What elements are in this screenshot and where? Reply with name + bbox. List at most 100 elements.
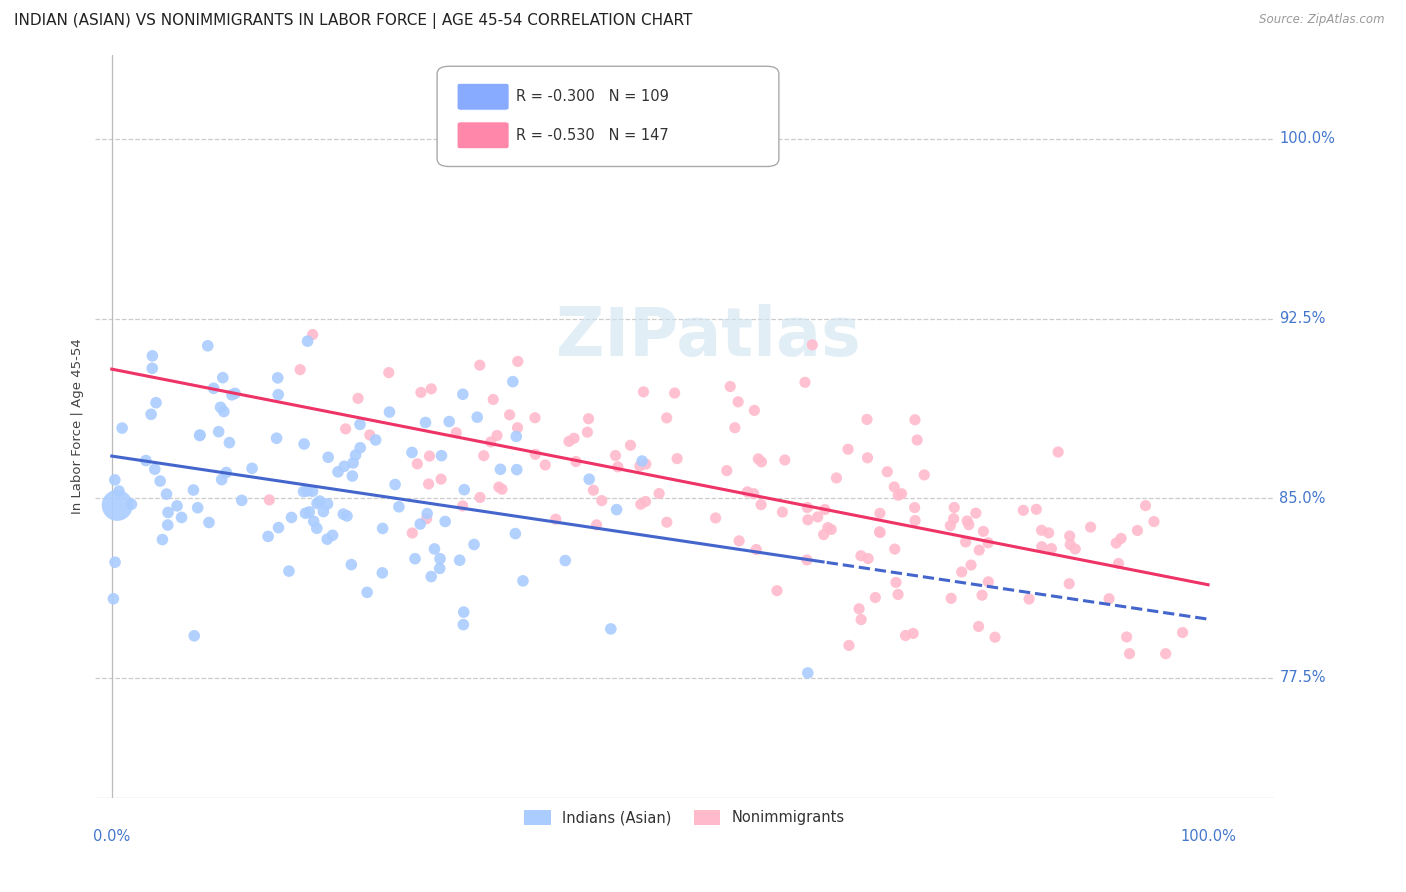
- Point: [869, 506, 891, 520]
- Point: [869, 525, 891, 540]
- Point: [288, 362, 311, 376]
- Point: [404, 551, 426, 566]
- Point: [221, 388, 243, 402]
- Point: [718, 379, 741, 393]
- Point: [429, 561, 451, 575]
- Point: [1080, 520, 1102, 534]
- Point: [479, 434, 502, 449]
- Point: [502, 375, 524, 389]
- Point: [796, 553, 818, 567]
- Point: [506, 463, 529, 477]
- Text: 92.5%: 92.5%: [1279, 311, 1326, 326]
- Point: [472, 449, 495, 463]
- Point: [294, 506, 316, 520]
- Point: [434, 515, 457, 529]
- Point: [208, 425, 231, 439]
- Point: [578, 472, 600, 486]
- Point: [453, 617, 475, 632]
- Point: [430, 449, 453, 463]
- Point: [1047, 445, 1070, 459]
- Point: [378, 405, 401, 419]
- Point: [267, 387, 290, 401]
- Text: ZIPatlas: ZIPatlas: [555, 304, 860, 370]
- Point: [135, 453, 157, 467]
- Point: [1143, 515, 1166, 529]
- Point: [605, 449, 627, 463]
- Point: [648, 486, 671, 500]
- Point: [305, 521, 328, 535]
- Point: [1109, 532, 1132, 546]
- Point: [977, 536, 1000, 550]
- Point: [887, 587, 910, 601]
- Point: [451, 387, 474, 401]
- Point: [401, 445, 423, 459]
- Point: [139, 407, 162, 421]
- Point: [198, 516, 221, 530]
- Point: [970, 588, 993, 602]
- Point: [655, 411, 678, 425]
- Point: [1105, 536, 1128, 550]
- Point: [578, 411, 600, 425]
- FancyBboxPatch shape: [437, 66, 779, 167]
- Point: [297, 483, 319, 498]
- Point: [582, 483, 605, 498]
- Point: [418, 477, 440, 491]
- Point: [943, 500, 966, 515]
- Point: [801, 338, 824, 352]
- Point: [1126, 524, 1149, 538]
- Point: [960, 558, 983, 572]
- Point: [939, 518, 962, 533]
- Point: [491, 482, 513, 496]
- Point: [218, 435, 240, 450]
- Point: [728, 533, 751, 548]
- Point: [890, 487, 912, 501]
- Text: R = -0.530   N = 147: R = -0.530 N = 147: [516, 128, 669, 143]
- Point: [820, 523, 842, 537]
- Point: [409, 516, 432, 531]
- Point: [856, 551, 879, 566]
- Point: [1098, 591, 1121, 606]
- Point: [292, 484, 315, 499]
- Point: [984, 630, 1007, 644]
- Point: [344, 448, 367, 462]
- Text: 0.0%: 0.0%: [93, 829, 131, 844]
- Point: [576, 425, 599, 440]
- Point: [747, 451, 769, 466]
- Point: [342, 456, 364, 470]
- Point: [837, 442, 859, 457]
- Point: [108, 484, 131, 499]
- Point: [152, 533, 174, 547]
- Point: [939, 591, 962, 606]
- Point: [104, 555, 127, 569]
- Point: [955, 535, 977, 549]
- Point: [277, 564, 299, 578]
- Point: [145, 395, 167, 409]
- Point: [1040, 541, 1063, 556]
- Point: [301, 327, 323, 342]
- Point: [813, 527, 835, 541]
- Text: INDIAN (ASIAN) VS NONIMMIGRANTS IN LABOR FORCE | AGE 45-54 CORRELATION CHART: INDIAN (ASIAN) VS NONIMMIGRANTS IN LABOR…: [14, 13, 692, 29]
- Point: [655, 515, 678, 529]
- Point: [1025, 502, 1047, 516]
- Point: [1031, 524, 1053, 538]
- Text: 100.0%: 100.0%: [1180, 829, 1236, 844]
- Point: [415, 416, 437, 430]
- Point: [444, 425, 467, 440]
- Point: [972, 524, 994, 539]
- Point: [631, 454, 654, 468]
- Point: [349, 441, 371, 455]
- Point: [280, 510, 302, 524]
- Point: [406, 457, 429, 471]
- Point: [437, 415, 460, 429]
- Point: [814, 502, 837, 516]
- Point: [1118, 647, 1140, 661]
- Point: [498, 408, 520, 422]
- Point: [716, 464, 738, 478]
- Point: [599, 622, 621, 636]
- Point: [188, 428, 211, 442]
- Point: [1171, 625, 1194, 640]
- Point: [704, 511, 727, 525]
- Point: [1059, 537, 1081, 551]
- Point: [869, 524, 891, 539]
- Point: [904, 500, 927, 515]
